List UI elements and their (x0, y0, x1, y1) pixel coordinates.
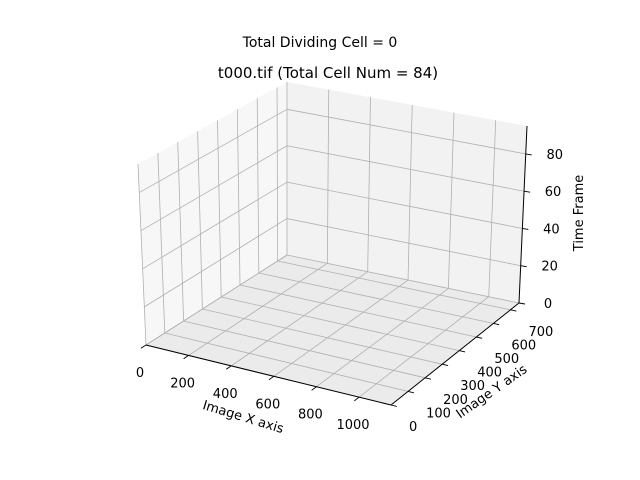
x-tick-mark (183, 355, 189, 360)
y-grid-line (202, 308, 443, 365)
y-tick-mark (425, 377, 432, 380)
x-grid-line (447, 112, 455, 289)
y-axis-line (390, 302, 520, 406)
z-grid-line (140, 145, 288, 232)
x-tick-label: 800 (298, 408, 323, 423)
z-grid-line (145, 254, 288, 346)
y-grid-line (157, 153, 166, 334)
z-tick-mark (523, 190, 531, 193)
axes-panes (138, 82, 527, 405)
y-tick-label: 600 (511, 338, 536, 353)
axis-lines (145, 125, 528, 406)
x-tick-mark (140, 344, 147, 349)
x-grid-line (488, 120, 497, 297)
z-axis-label: Time Frame (572, 175, 587, 252)
z-grid-line (286, 218, 521, 267)
y-grid-line (236, 109, 241, 286)
y-grid-line (239, 284, 477, 338)
y-grid-line (177, 142, 184, 322)
x-grid-line (407, 104, 413, 281)
y-tick-label: 100 (426, 406, 451, 421)
y-grid-line (221, 296, 460, 351)
z-grid-line (144, 218, 288, 308)
y-tick-mark (510, 309, 517, 312)
y-tick-mark (390, 404, 397, 407)
x-tick-label: 600 (255, 397, 280, 412)
z-grid-line (286, 145, 525, 192)
y-grid-line (258, 272, 494, 324)
x-axis-line (145, 344, 392, 406)
x-tick-labels: 0 200 400 600 800 1000 (136, 366, 370, 433)
y-grid-line (276, 87, 279, 262)
tick-marks (140, 153, 532, 407)
y-grid-line (256, 98, 260, 274)
z-tick-label: 40 (543, 222, 560, 237)
x-grid-line (326, 89, 330, 264)
x-tick-mark (226, 365, 232, 370)
y-tick-label: 700 (528, 325, 553, 340)
x-tick-label: 400 (213, 387, 238, 402)
y-tick-mark (493, 322, 500, 326)
y-tick-label: 400 (477, 366, 502, 381)
z-grid-line (286, 108, 526, 155)
y-tick-mark (442, 363, 449, 366)
pane-left (138, 82, 287, 345)
z-tick-labels: 0 20 40 60 80 (541, 148, 563, 312)
z-tick-label: 60 (545, 185, 562, 200)
x-grid-line (273, 279, 409, 377)
z-tick-mark (518, 302, 526, 305)
x-grid-line (188, 263, 328, 356)
x-tick-label: 0 (136, 366, 144, 381)
y-tick-label: 500 (494, 352, 519, 367)
z-tick-mark (522, 228, 529, 230)
y-tick-label: 0 (409, 420, 417, 435)
z-grid-line (142, 181, 288, 270)
z-tick-label: 20 (541, 260, 558, 275)
suptitle: Total Dividing Cell = 0 (242, 35, 398, 51)
x-grid-line (230, 271, 368, 367)
x-tick-mark (268, 375, 275, 381)
y-grid-line (137, 163, 147, 346)
z-grid-line (139, 108, 288, 193)
z-axis-line (518, 125, 528, 304)
y-grid-line (217, 120, 222, 298)
z-tick-label: 80 (546, 148, 563, 163)
y-grid-line (183, 320, 426, 379)
z-grid-line (286, 254, 520, 304)
x-grid-line (316, 288, 449, 388)
x-tick-label: 200 (170, 376, 195, 391)
z-tick-mark (525, 153, 532, 156)
y-tick-label: 200 (443, 393, 468, 408)
z-tick-label: 0 (544, 297, 552, 312)
y-tick-mark (459, 350, 466, 353)
x-tick-label: 1000 (336, 418, 369, 433)
x-grid-line (358, 296, 489, 398)
y-tick-mark (407, 390, 415, 394)
y-grid-line (277, 260, 511, 311)
x-grid-line (367, 97, 371, 272)
x-tick-mark (354, 396, 360, 402)
chart-title: t000.tif (Total Cell Num = 84) (218, 64, 438, 82)
grid-lines (137, 82, 526, 406)
z-grid-line (286, 181, 523, 229)
pane-back (287, 82, 527, 303)
z-tick-mark (520, 265, 527, 268)
y-grid-line (197, 131, 203, 310)
y-tick-label: 300 (460, 379, 485, 394)
x-tick-mark (311, 386, 317, 391)
y-tick-mark (476, 336, 483, 339)
y-grid-line (164, 332, 409, 392)
